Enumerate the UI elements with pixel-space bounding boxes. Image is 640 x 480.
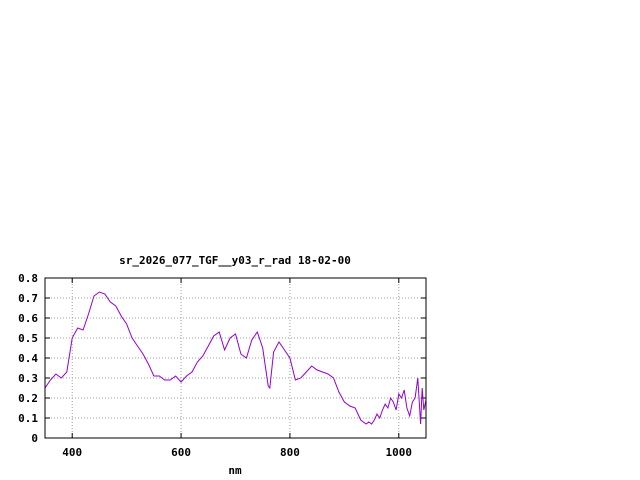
x-tick-label: 800 — [280, 446, 300, 459]
y-tick-label: 0.2 — [18, 392, 38, 405]
axis-ticks: 0 0.1 0.2 0.3 0.4 0.5 0.6 0.7 0.8 400 600 800 1000 — [18, 272, 426, 459]
x-tick-label: 1000 — [386, 446, 413, 459]
plot-frame — [44, 277, 427, 439]
y-tick-label: 0.1 — [18, 412, 38, 425]
x-tick-label: 600 — [171, 446, 191, 459]
series-group — [44, 291, 427, 425]
chart-title: sr_2026_077_TGF__y03_r_rad 18-02-00 — [119, 254, 351, 267]
y-tick-label: 0.7 — [18, 292, 38, 305]
y-tick-label: 0.3 — [18, 372, 38, 385]
x-axis-label: nm — [228, 464, 242, 477]
y-tick-label: 0.5 — [18, 332, 38, 345]
y-tick-label: 0 — [31, 432, 38, 445]
grid — [45, 278, 426, 438]
series-line — [44, 291, 427, 425]
y-tick-label: 0.8 — [18, 272, 38, 285]
y-tick-label: 0.4 — [18, 352, 38, 365]
y-tick-label: 0.6 — [18, 312, 38, 325]
x-tick-label: 400 — [62, 446, 82, 459]
